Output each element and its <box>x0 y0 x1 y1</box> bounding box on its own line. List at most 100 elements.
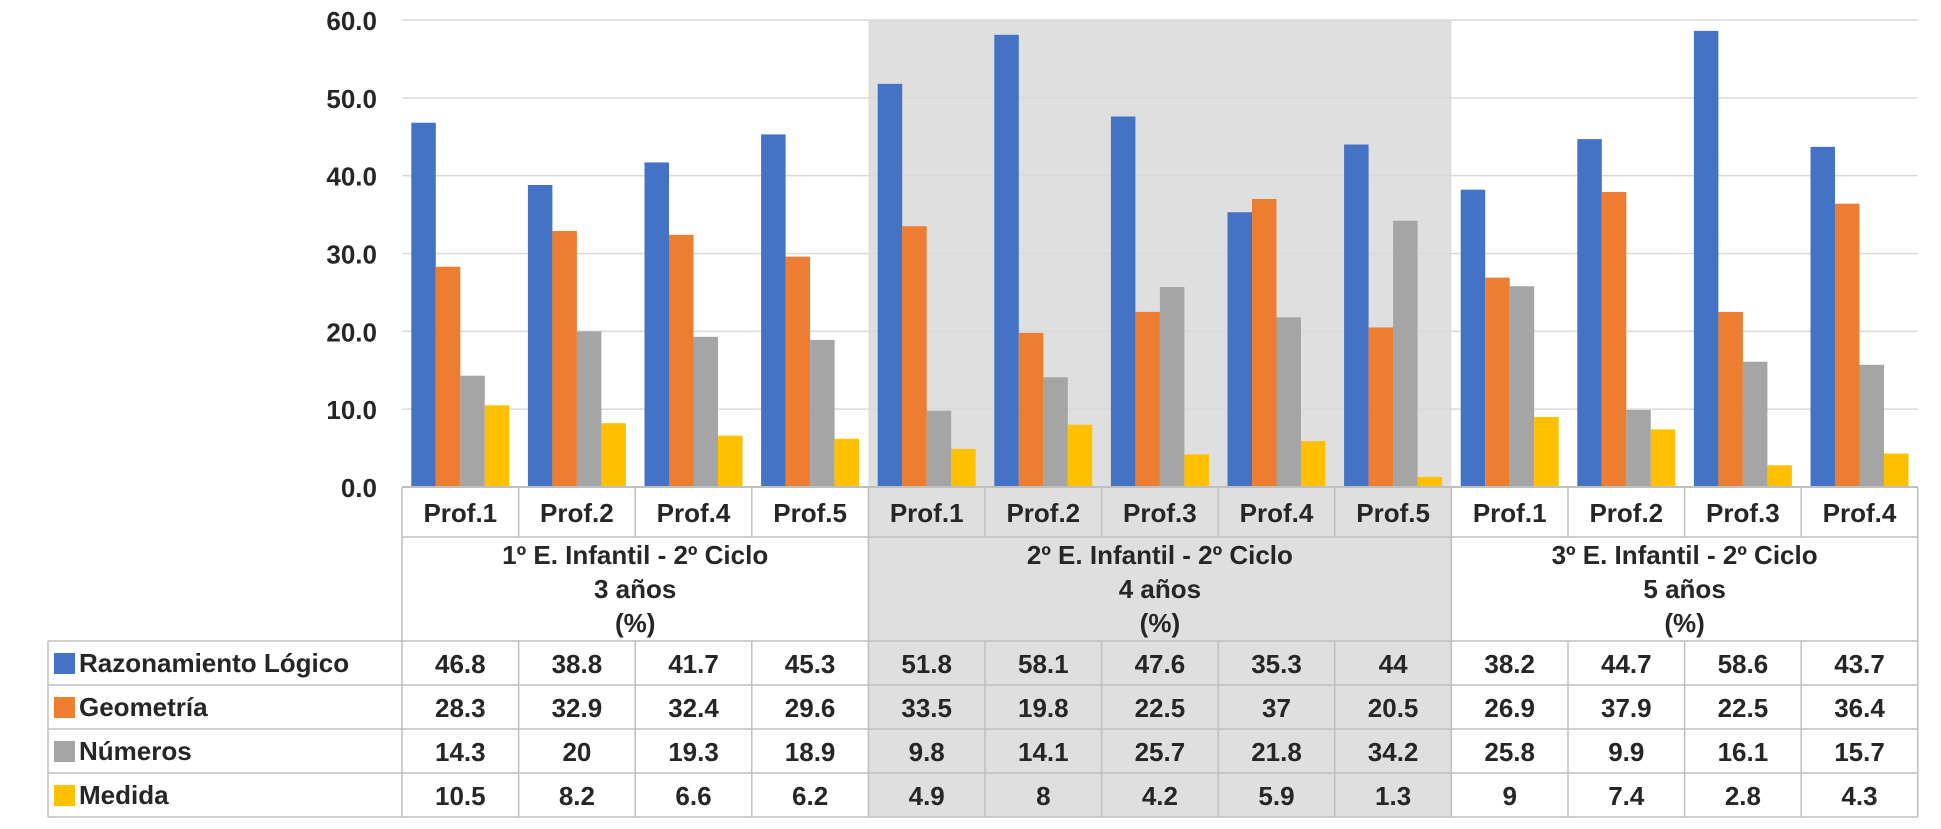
data-value: 37 <box>1262 693 1291 723</box>
data-value: 44 <box>1379 649 1408 679</box>
bar <box>1252 199 1277 487</box>
y-tick-label: 40.0 <box>326 162 377 192</box>
bar <box>1460 189 1486 487</box>
category-label: Prof.1 <box>423 498 497 528</box>
bar <box>810 339 835 487</box>
category-label: Prof.3 <box>1123 498 1197 528</box>
data-value: 22.5 <box>1718 693 1769 723</box>
y-tick-label: 20.0 <box>326 317 377 347</box>
legend-key <box>54 653 75 674</box>
bar <box>1534 416 1559 487</box>
data-value: 19.3 <box>668 737 719 767</box>
category-label: Prof.5 <box>773 498 847 528</box>
y-tick-label: 10.0 <box>326 395 377 425</box>
data-value: 26.9 <box>1484 693 1535 723</box>
data-value: 4.3 <box>1841 781 1877 811</box>
data-value: 4.2 <box>1142 781 1178 811</box>
data-value: 34.2 <box>1368 737 1419 767</box>
category-label: Prof.2 <box>1589 498 1663 528</box>
data-value: 35.3 <box>1251 649 1302 679</box>
bar <box>1227 212 1252 487</box>
data-value: 19.8 <box>1018 693 1069 723</box>
bar <box>576 331 602 487</box>
bar <box>761 134 786 488</box>
data-value: 4.9 <box>909 781 945 811</box>
group-label: 3 años <box>594 574 676 604</box>
bar <box>1601 192 1627 488</box>
bars <box>411 30 1909 488</box>
bar <box>1859 364 1884 487</box>
bar <box>1110 116 1136 487</box>
bar <box>552 230 577 487</box>
legend-key <box>54 785 75 806</box>
data-value: 15.7 <box>1834 737 1885 767</box>
data-value: 25.8 <box>1484 737 1535 767</box>
category-label: Prof.2 <box>540 498 614 528</box>
data-value: 9.9 <box>1608 737 1644 767</box>
bar <box>877 83 903 487</box>
data-value: 6.6 <box>675 781 711 811</box>
y-tick-label: 0.0 <box>341 473 377 503</box>
y-axis: 0.0 10.0 20.0 30.0 40.0 50.0 60.0 <box>326 6 377 503</box>
bar <box>1067 424 1093 487</box>
bar <box>1810 146 1835 487</box>
bar <box>644 162 669 487</box>
data-value: 18.9 <box>785 737 836 767</box>
data-value: 6.2 <box>792 781 828 811</box>
bar <box>601 423 626 487</box>
bar <box>1485 277 1510 487</box>
bar <box>435 266 461 487</box>
bar <box>693 336 718 487</box>
data-value: 58.1 <box>1018 649 1069 679</box>
bar <box>669 234 694 487</box>
data-value: 41.7 <box>668 649 719 679</box>
data-value: 20.5 <box>1368 693 1419 723</box>
bar <box>834 438 860 487</box>
bar <box>1135 311 1160 487</box>
data-value: 38.2 <box>1484 649 1535 679</box>
bar <box>1835 203 1860 488</box>
legend-key <box>54 697 75 718</box>
category-label: Prof.4 <box>657 498 731 528</box>
y-tick-label: 60.0 <box>326 6 377 36</box>
bar <box>1184 454 1209 487</box>
data-value: 16.1 <box>1718 737 1769 767</box>
data-value: 7.4 <box>1608 781 1645 811</box>
bar <box>1884 453 1909 487</box>
bar <box>926 410 952 487</box>
category-label: Prof.1 <box>1473 498 1547 528</box>
group-label: 3º E. Infantil - 2º Ciclo <box>1552 540 1818 570</box>
data-value: 58.6 <box>1718 649 1769 679</box>
legend-label: Geometría <box>79 692 208 722</box>
bar <box>1767 465 1792 487</box>
data-value: 20 <box>562 737 591 767</box>
data-value: 47.6 <box>1135 649 1186 679</box>
bar <box>1159 286 1185 487</box>
group-label: 2º E. Infantil - 2º Ciclo <box>1027 540 1293 570</box>
bar <box>527 185 553 488</box>
bar <box>785 256 811 487</box>
bar <box>1018 332 1044 487</box>
bar <box>1276 317 1301 487</box>
data-value: 32.4 <box>668 693 719 723</box>
data-value: 1.3 <box>1375 781 1411 811</box>
legend-label: Números <box>79 736 192 766</box>
group-label: (%) <box>1140 608 1180 638</box>
legend-key <box>54 741 75 762</box>
data-value: 37.9 <box>1601 693 1652 723</box>
data-value: 21.8 <box>1251 737 1302 767</box>
group-label: 4 años <box>1119 574 1201 604</box>
data-value: 14.1 <box>1018 737 1069 767</box>
bar <box>1626 409 1651 487</box>
data-value: 36.4 <box>1834 693 1885 723</box>
data-table: Prof.1 Prof.2 Prof.4 Prof.51º E. Infantil -… <box>47 486 1919 818</box>
data-value: 51.8 <box>901 649 952 679</box>
bar <box>1417 476 1443 487</box>
legend-label: Medida <box>79 780 169 810</box>
y-tick-label: 30.0 <box>326 240 377 270</box>
bar <box>718 435 743 487</box>
y-tick-label: 50.0 <box>326 84 377 114</box>
data-value: 44.7 <box>1601 649 1652 679</box>
bar <box>1742 361 1768 487</box>
